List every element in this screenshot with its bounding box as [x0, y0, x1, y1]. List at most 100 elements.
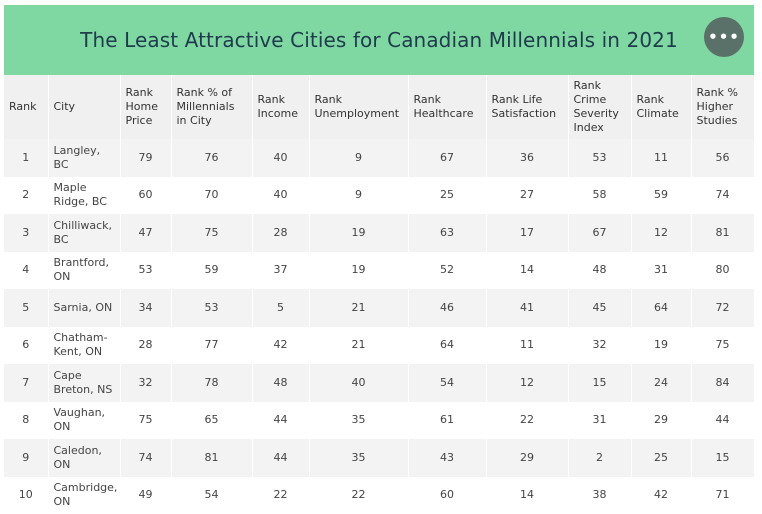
- higher-studies-cell: 56: [691, 139, 754, 177]
- life-satisfaction-cell: 27: [486, 177, 568, 215]
- city-line: Chatham-: [54, 331, 115, 345]
- city-line: Chilliwack,: [54, 219, 115, 233]
- income-cell: 44: [252, 402, 309, 440]
- city-line: ON: [54, 458, 115, 472]
- millennials-cell: 78: [171, 364, 252, 402]
- home-price-cell: 53: [120, 252, 171, 290]
- city-line: Ridge, BC: [54, 195, 115, 209]
- unemployment-cell: 19: [309, 252, 408, 290]
- crime-cell: 53: [568, 139, 631, 177]
- life-satisfaction-cell: 14: [486, 252, 568, 290]
- income-cell: 37: [252, 252, 309, 290]
- millennials-cell: 53: [171, 289, 252, 327]
- higher-studies-cell: 80: [691, 252, 754, 290]
- column-header-line: Crime: [574, 93, 626, 107]
- home-price-cell: 74: [120, 439, 171, 477]
- higher-studies-cell: 44: [691, 402, 754, 440]
- income-cell: 5: [252, 289, 309, 327]
- rank-cell: 8: [4, 402, 48, 440]
- climate-cell: 59: [631, 177, 691, 215]
- millennials-cell: 77: [171, 327, 252, 365]
- city-line: Vaughan,: [54, 406, 115, 420]
- unemployment-cell: 9: [309, 139, 408, 177]
- more-options-button[interactable]: •••: [704, 17, 744, 57]
- column-header-line: Rank: [9, 100, 43, 114]
- city-cell: Caledon,ON: [48, 439, 120, 477]
- column-header-line: City: [54, 100, 115, 114]
- city-line: Breton, NS: [54, 383, 115, 397]
- city-line: Maple: [54, 181, 115, 195]
- city-cell: Langley,BC: [48, 139, 120, 177]
- higher-studies-cell: 15: [691, 439, 754, 477]
- home-price-cell: 32: [120, 364, 171, 402]
- city-cell: Chilliwack,BC: [48, 214, 120, 252]
- column-header-rank: Rank: [4, 75, 48, 139]
- city-cell: Cambridge,ON: [48, 477, 120, 514]
- column-header-line: Home: [126, 100, 166, 114]
- healthcare-cell: 67: [408, 139, 486, 177]
- column-header-city: City: [48, 75, 120, 139]
- home-price-cell: 47: [120, 214, 171, 252]
- crime-cell: 15: [568, 364, 631, 402]
- city-line: BC: [54, 158, 115, 172]
- column-header-line: Rank: [637, 93, 686, 107]
- city-cell: Chatham-Kent, ON: [48, 327, 120, 365]
- city-line: Sarnia, ON: [54, 301, 115, 315]
- life-satisfaction-cell: 36: [486, 139, 568, 177]
- home-price-cell: 49: [120, 477, 171, 514]
- unemployment-cell: 21: [309, 289, 408, 327]
- higher-studies-cell: 81: [691, 214, 754, 252]
- rank-cell: 2: [4, 177, 48, 215]
- column-header-line: Price: [126, 114, 166, 128]
- higher-studies-cell: 84: [691, 364, 754, 402]
- crime-cell: 48: [568, 252, 631, 290]
- column-header-line: Rank: [126, 86, 166, 100]
- millennials-cell: 70: [171, 177, 252, 215]
- city-cell: Vaughan,ON: [48, 402, 120, 440]
- life-satisfaction-cell: 17: [486, 214, 568, 252]
- income-cell: 40: [252, 177, 309, 215]
- unemployment-cell: 9: [309, 177, 408, 215]
- column-header-line: Rank: [315, 93, 403, 107]
- column-header-line: Rank % of: [177, 86, 247, 100]
- rank-cell: 5: [4, 289, 48, 327]
- crime-cell: 58: [568, 177, 631, 215]
- healthcare-cell: 60: [408, 477, 486, 514]
- crime-cell: 32: [568, 327, 631, 365]
- rank-cell: 10: [4, 477, 48, 514]
- crime-cell: 31: [568, 402, 631, 440]
- rank-cell: 3: [4, 214, 48, 252]
- column-header-line: Rank: [414, 93, 481, 107]
- city-cell: Brantford,ON: [48, 252, 120, 290]
- city-line: Cambridge,: [54, 481, 115, 495]
- income-cell: 28: [252, 214, 309, 252]
- climate-cell: 24: [631, 364, 691, 402]
- income-cell: 48: [252, 364, 309, 402]
- income-cell: 42: [252, 327, 309, 365]
- column-header-line: Rank %: [697, 86, 749, 100]
- higher-studies-cell: 71: [691, 477, 754, 514]
- city-line: ON: [54, 495, 115, 509]
- millennials-cell: 81: [171, 439, 252, 477]
- column-header-line: in City: [177, 114, 247, 128]
- column-header-line: Severity: [574, 107, 626, 121]
- climate-cell: 31: [631, 252, 691, 290]
- climate-cell: 12: [631, 214, 691, 252]
- city-line: Caledon,: [54, 444, 115, 458]
- rank-cell: 7: [4, 364, 48, 402]
- unemployment-cell: 21: [309, 327, 408, 365]
- healthcare-cell: 25: [408, 177, 486, 215]
